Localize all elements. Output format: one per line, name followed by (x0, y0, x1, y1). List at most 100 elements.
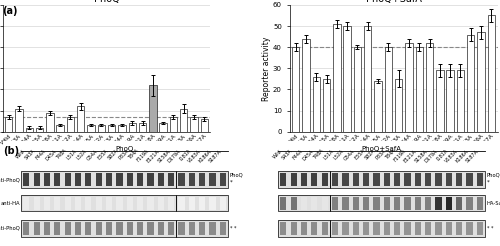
Bar (54, 173, 60, 186)
Bar (176, 220, 228, 237)
Bar (77, 106, 84, 132)
Bar (64, 197, 71, 210)
Bar (116, 197, 122, 210)
Bar (384, 173, 390, 186)
Bar (106, 173, 112, 186)
Bar (330, 195, 485, 211)
Bar (54, 222, 60, 235)
Bar (23, 173, 30, 186)
Bar (170, 117, 177, 132)
Text: T84A: T84A (384, 149, 397, 161)
Bar (352, 222, 359, 235)
Bar (374, 197, 380, 210)
Bar (34, 222, 40, 235)
Bar (44, 197, 50, 210)
Bar (290, 222, 297, 235)
Bar (301, 173, 307, 186)
Bar (446, 173, 452, 186)
Bar (330, 171, 485, 188)
Bar (188, 222, 195, 235)
Bar (21, 195, 228, 211)
Text: Wild: Wild (15, 149, 26, 160)
Bar (342, 173, 348, 186)
Bar (404, 222, 410, 235)
Bar (292, 47, 300, 132)
Bar (426, 43, 434, 132)
Bar (21, 195, 176, 211)
Bar (278, 220, 485, 237)
Text: L51A: L51A (323, 149, 335, 161)
Bar (477, 222, 483, 235)
Bar (64, 173, 71, 186)
Bar (210, 197, 216, 210)
Text: I181A: I181A (436, 149, 449, 162)
Bar (374, 81, 382, 132)
Bar (199, 173, 205, 186)
Bar (137, 173, 143, 186)
Bar (160, 123, 167, 132)
Bar (168, 222, 174, 235)
Bar (88, 125, 95, 132)
Text: G54A: G54A (86, 149, 98, 162)
Bar (34, 173, 40, 186)
Bar (168, 173, 174, 186)
Bar (199, 222, 205, 235)
Bar (363, 173, 369, 186)
Bar (210, 222, 216, 235)
Bar (176, 195, 228, 211)
Text: S187A: S187A (208, 149, 223, 163)
Bar (168, 197, 174, 210)
Bar (477, 197, 483, 210)
Text: T84A: T84A (128, 149, 140, 161)
Text: S187A: S187A (465, 149, 480, 163)
Bar (456, 222, 462, 235)
Bar (190, 117, 198, 132)
Bar (21, 220, 176, 237)
Bar (414, 197, 421, 210)
Text: F44A: F44A (292, 149, 304, 161)
Bar (75, 197, 81, 210)
Bar (436, 222, 442, 235)
Bar (466, 173, 472, 186)
Bar (278, 171, 330, 188)
Bar (384, 197, 390, 210)
Bar (290, 197, 297, 210)
Bar (456, 70, 464, 132)
Text: D179A: D179A (166, 149, 182, 164)
Text: D45A: D45A (44, 149, 58, 162)
Text: PhoQ: PhoQ (230, 173, 243, 178)
Text: S158A: S158A (156, 149, 171, 163)
Bar (446, 222, 452, 235)
Text: S158A: S158A (414, 149, 428, 163)
Bar (96, 222, 102, 235)
Bar (416, 47, 423, 132)
Bar (86, 222, 91, 235)
Bar (126, 197, 133, 210)
Bar (126, 173, 133, 186)
Text: PhoQ: PhoQ (116, 146, 134, 152)
Bar (23, 222, 30, 235)
Text: E121A: E121A (146, 149, 161, 163)
Bar (46, 113, 54, 132)
Text: Wild: Wild (272, 149, 283, 160)
Text: T48A: T48A (55, 149, 68, 161)
Bar (332, 222, 338, 235)
Bar (374, 173, 380, 186)
Bar (96, 197, 102, 210)
Bar (116, 222, 122, 235)
Text: anti-PhoQ: anti-PhoQ (0, 226, 20, 231)
Bar (98, 125, 105, 132)
Bar (21, 171, 176, 188)
Bar (488, 15, 495, 132)
Bar (280, 197, 286, 210)
Bar (425, 173, 432, 186)
Text: S43A: S43A (281, 149, 293, 161)
Text: (a): (a) (2, 6, 18, 16)
Bar (312, 77, 320, 132)
Bar (322, 222, 328, 235)
Bar (278, 171, 485, 188)
Bar (436, 173, 442, 186)
Text: L52A: L52A (333, 149, 345, 161)
Bar (374, 222, 380, 235)
Bar (323, 79, 330, 132)
